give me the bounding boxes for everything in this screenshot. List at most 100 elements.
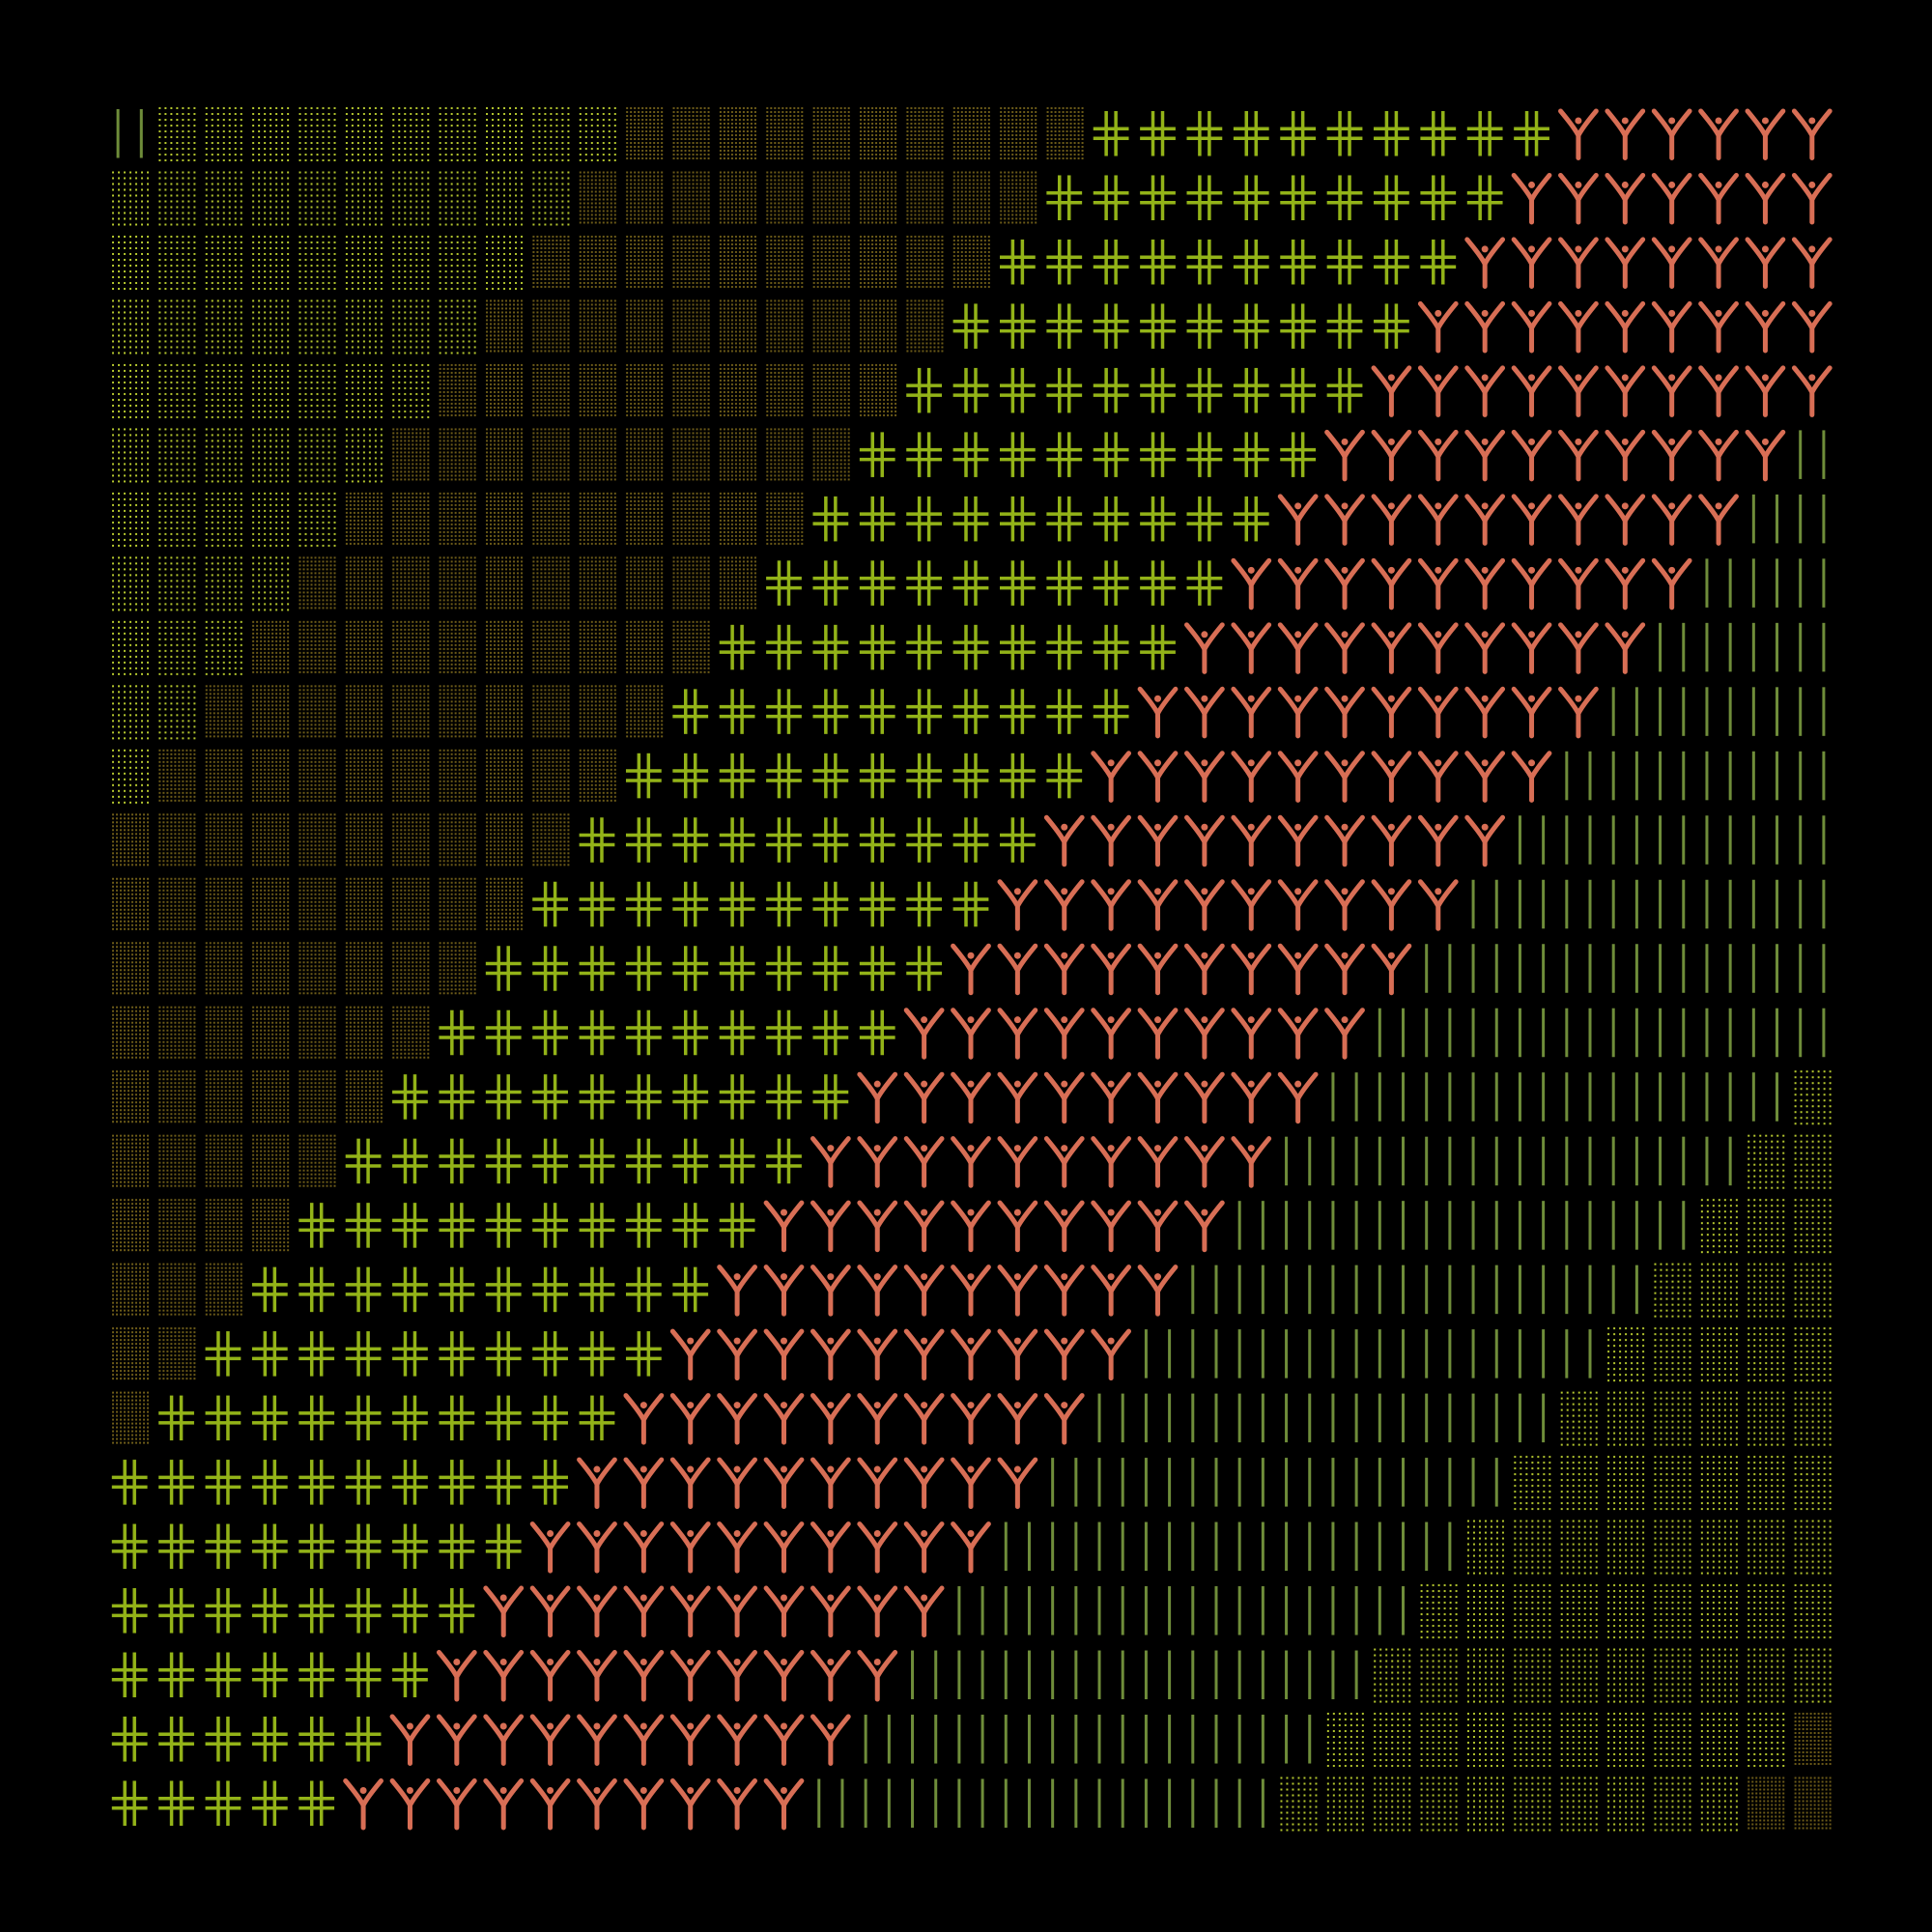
mosaic-cell-dots-dark (720, 236, 756, 288)
mosaic-cell-cross (1046, 689, 1082, 734)
mosaic-cell-cross (1000, 368, 1036, 413)
mosaic-cell-dots-dark (486, 878, 523, 930)
mosaic-cell-cross (580, 1203, 615, 1248)
mosaic-cell-cross (953, 753, 989, 799)
mosaic-cell-cross (252, 1267, 288, 1313)
mosaic-cell-dots-dark (112, 1070, 149, 1122)
mosaic-cell-cross (1187, 368, 1223, 413)
mosaic-cell-tee (672, 1780, 708, 1828)
mosaic-cell-dots-light (1654, 1777, 1690, 1832)
mosaic-cell-bars (1801, 430, 1824, 479)
mosaic-cell-dots-dark (206, 813, 242, 866)
mosaic-cell-bars (1707, 944, 1730, 993)
mosaic-cell-tee (1280, 497, 1316, 544)
mosaic-cell-bars (1801, 623, 1824, 672)
mosaic-cell-dots-light (112, 493, 149, 547)
mosaic-cell-cross (1094, 432, 1129, 477)
mosaic-cell-tee (1654, 175, 1690, 222)
mosaic-cell-cross (672, 882, 708, 927)
mosaic-cell-tee (720, 1267, 755, 1315)
mosaic-cell-cross (486, 1203, 522, 1248)
mosaic-cell-tee (1187, 946, 1223, 993)
mosaic-cell-dots-dark (158, 1264, 195, 1316)
mosaic-cell-dots-dark (252, 750, 289, 802)
mosaic-cell-tee (1654, 368, 1690, 415)
mosaic-cell-dots-dark (252, 621, 289, 673)
mosaic-cell-cross (252, 1588, 288, 1634)
mosaic-cell-cross (486, 1010, 522, 1056)
mosaic-cell-tee (1140, 817, 1176, 865)
mosaic-cell-cross (580, 1010, 615, 1056)
mosaic-cell-cross (626, 1331, 662, 1377)
mosaic-cell-cross (1374, 111, 1409, 156)
mosaic-cell-tee (1000, 1074, 1036, 1122)
mosaic-cell-tee (1327, 432, 1363, 479)
mosaic-cell-dots-light (1327, 1713, 1364, 1767)
mosaic-cell-dots-dark (486, 621, 523, 673)
mosaic-cell-cross (1327, 175, 1363, 220)
mosaic-cell-dots-light (1795, 1649, 1832, 1703)
mosaic-cell-cross (1094, 368, 1129, 413)
mosaic-cell-cross (860, 753, 895, 799)
mosaic-cell-cross (626, 1203, 662, 1248)
mosaic-cell-dots-light (158, 299, 195, 354)
mosaic-cell-cross (1094, 303, 1129, 349)
mosaic-cell-cross (392, 1267, 428, 1313)
mosaic-cell-cross (953, 432, 989, 477)
mosaic-cell-dots-light (1561, 1584, 1598, 1638)
mosaic-cell-bars (1753, 815, 1776, 865)
mosaic-cell-tee (812, 1396, 848, 1443)
mosaic-cell-tee (1701, 175, 1737, 222)
mosaic-cell-bars (1567, 944, 1590, 993)
mosaic-cell-bars (1193, 1265, 1216, 1315)
mosaic-cell-dots-light (252, 299, 289, 354)
mosaic-cell-dots-dark (206, 1199, 242, 1251)
mosaic-cell-bars (1613, 1201, 1636, 1250)
mosaic-cell-dots-light (206, 299, 242, 354)
mosaic-cell-dots-light (206, 236, 242, 290)
mosaic-cell-cross (953, 689, 989, 734)
mosaic-cell-cross (1234, 368, 1269, 413)
mosaic-cell-dots-dark (299, 685, 336, 737)
mosaic-cell-tee (1747, 111, 1783, 158)
mosaic-cell-dots-dark (252, 1070, 289, 1122)
mosaic-cell-dots-light (1607, 1777, 1644, 1832)
mosaic-cell-cross (1094, 625, 1129, 670)
mosaic-cell-bars (1333, 1265, 1356, 1315)
mosaic-cell-tee (1607, 497, 1643, 544)
mosaic-cell-dots-light (206, 107, 242, 161)
mosaic-cell-bars (1099, 1522, 1122, 1572)
mosaic-cell-dots-dark (532, 813, 569, 866)
mosaic-cell-tee (1234, 817, 1269, 865)
mosaic-cell-dots-light (1607, 1392, 1644, 1446)
mosaic-cell-dots-dark (299, 750, 336, 802)
mosaic-cell-bars (1473, 1072, 1496, 1122)
mosaic-cell-cross (812, 817, 848, 863)
mosaic-cell-cross (720, 946, 755, 991)
mosaic-cell-bars (1707, 558, 1730, 608)
mosaic-cell-dots-dark (532, 364, 569, 416)
mosaic-cell-dots-dark (532, 299, 569, 352)
mosaic-cell-dots-light (346, 364, 383, 418)
mosaic-cell-cross (1046, 625, 1082, 670)
mosaic-cell-tee (1234, 625, 1269, 672)
mosaic-cell-tee (812, 1588, 848, 1635)
mosaic-cell-tee (1046, 1331, 1082, 1378)
mosaic-cell-bars (1239, 1522, 1263, 1572)
mosaic-cell-bars (1053, 1778, 1076, 1828)
mosaic-cell-bars (1193, 1458, 1216, 1507)
mosaic-cell-dots-light (1561, 1520, 1598, 1575)
mosaic-cell-bars (1567, 752, 1590, 801)
mosaic-cell-tee (1280, 946, 1316, 993)
mosaic-cell-tee (1794, 368, 1830, 415)
mosaic-cell-tee (672, 1717, 708, 1764)
mosaic-cell-cross (392, 1396, 428, 1441)
mosaic-cell-dots-dark (673, 107, 710, 159)
mosaic-cell-dots-dark (440, 942, 476, 994)
mosaic-cell-dots-light (299, 107, 336, 161)
mosaic-cell-tee (1374, 882, 1409, 929)
mosaic-cell-dots-dark (813, 428, 850, 480)
mosaic-cell-bars (1099, 1715, 1122, 1764)
mosaic-cell-dots-light (1747, 1264, 1784, 1318)
mosaic-cell-tee (1420, 560, 1456, 608)
